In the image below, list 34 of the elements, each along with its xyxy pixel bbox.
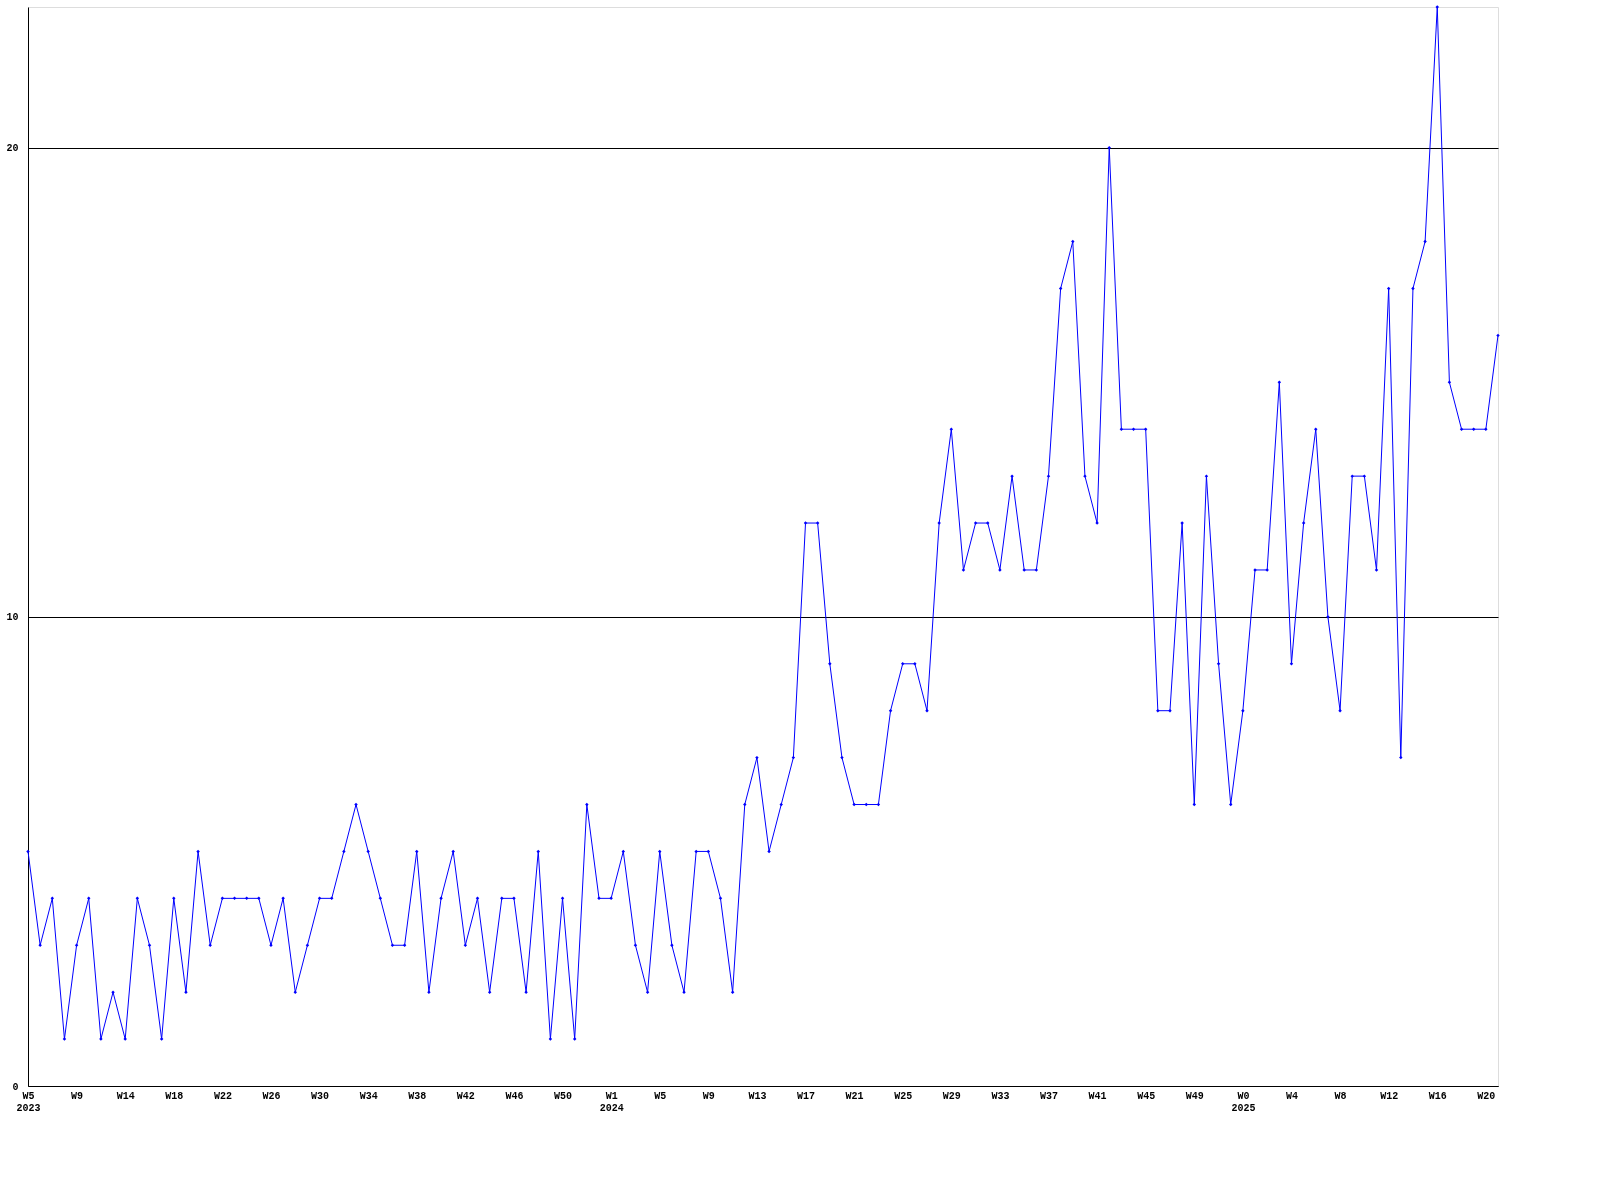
x-tick-label: W12 bbox=[1380, 1090, 1399, 1102]
x-tick-label: W49 bbox=[1185, 1090, 1204, 1102]
x-tick-label: W1 2024 bbox=[599, 1090, 624, 1114]
y-tick-label: 0 bbox=[12, 1081, 19, 1093]
x-tick-label: W50 bbox=[554, 1090, 573, 1102]
x-tick-label: W21 bbox=[845, 1090, 864, 1102]
x-tick-label: W30 bbox=[311, 1090, 330, 1102]
x-tick-label: W9 bbox=[702, 1090, 715, 1102]
x-tick-label: W29 bbox=[942, 1090, 961, 1102]
x-tick-label: W5 2023 bbox=[16, 1090, 41, 1114]
x-tick-label: W5 bbox=[654, 1090, 667, 1102]
x-tick-label: W17 bbox=[797, 1090, 816, 1102]
x-tick-label: W46 bbox=[505, 1090, 524, 1102]
x-tick-label: W38 bbox=[408, 1090, 427, 1102]
x-tick-label: W4 bbox=[1285, 1090, 1298, 1102]
x-tick-label: W14 bbox=[116, 1090, 135, 1102]
x-tick-label: W25 bbox=[894, 1090, 913, 1102]
x-tick-label: W37 bbox=[1039, 1090, 1058, 1102]
x-tick-label: W18 bbox=[165, 1090, 184, 1102]
x-tick-label: W16 bbox=[1428, 1090, 1447, 1102]
x-tick-label: W34 bbox=[359, 1090, 378, 1102]
y-tick-label: 10 bbox=[6, 612, 19, 624]
x-tick-label: W0 2025 bbox=[1231, 1090, 1256, 1114]
x-tick-label: W22 bbox=[213, 1090, 232, 1102]
x-tick-label: W41 bbox=[1088, 1090, 1107, 1102]
y-tick-label: 20 bbox=[6, 143, 19, 155]
x-tick-label: W45 bbox=[1137, 1090, 1156, 1102]
x-tick-label: W33 bbox=[991, 1090, 1010, 1102]
x-tick-label: W26 bbox=[262, 1090, 281, 1102]
x-tick-label: W13 bbox=[748, 1090, 767, 1102]
x-tick-label: W8 bbox=[1334, 1090, 1347, 1102]
x-tick-label: W9 bbox=[71, 1090, 84, 1102]
x-tick-label: W20 bbox=[1477, 1090, 1496, 1102]
x-tick-label: W42 bbox=[456, 1090, 475, 1102]
